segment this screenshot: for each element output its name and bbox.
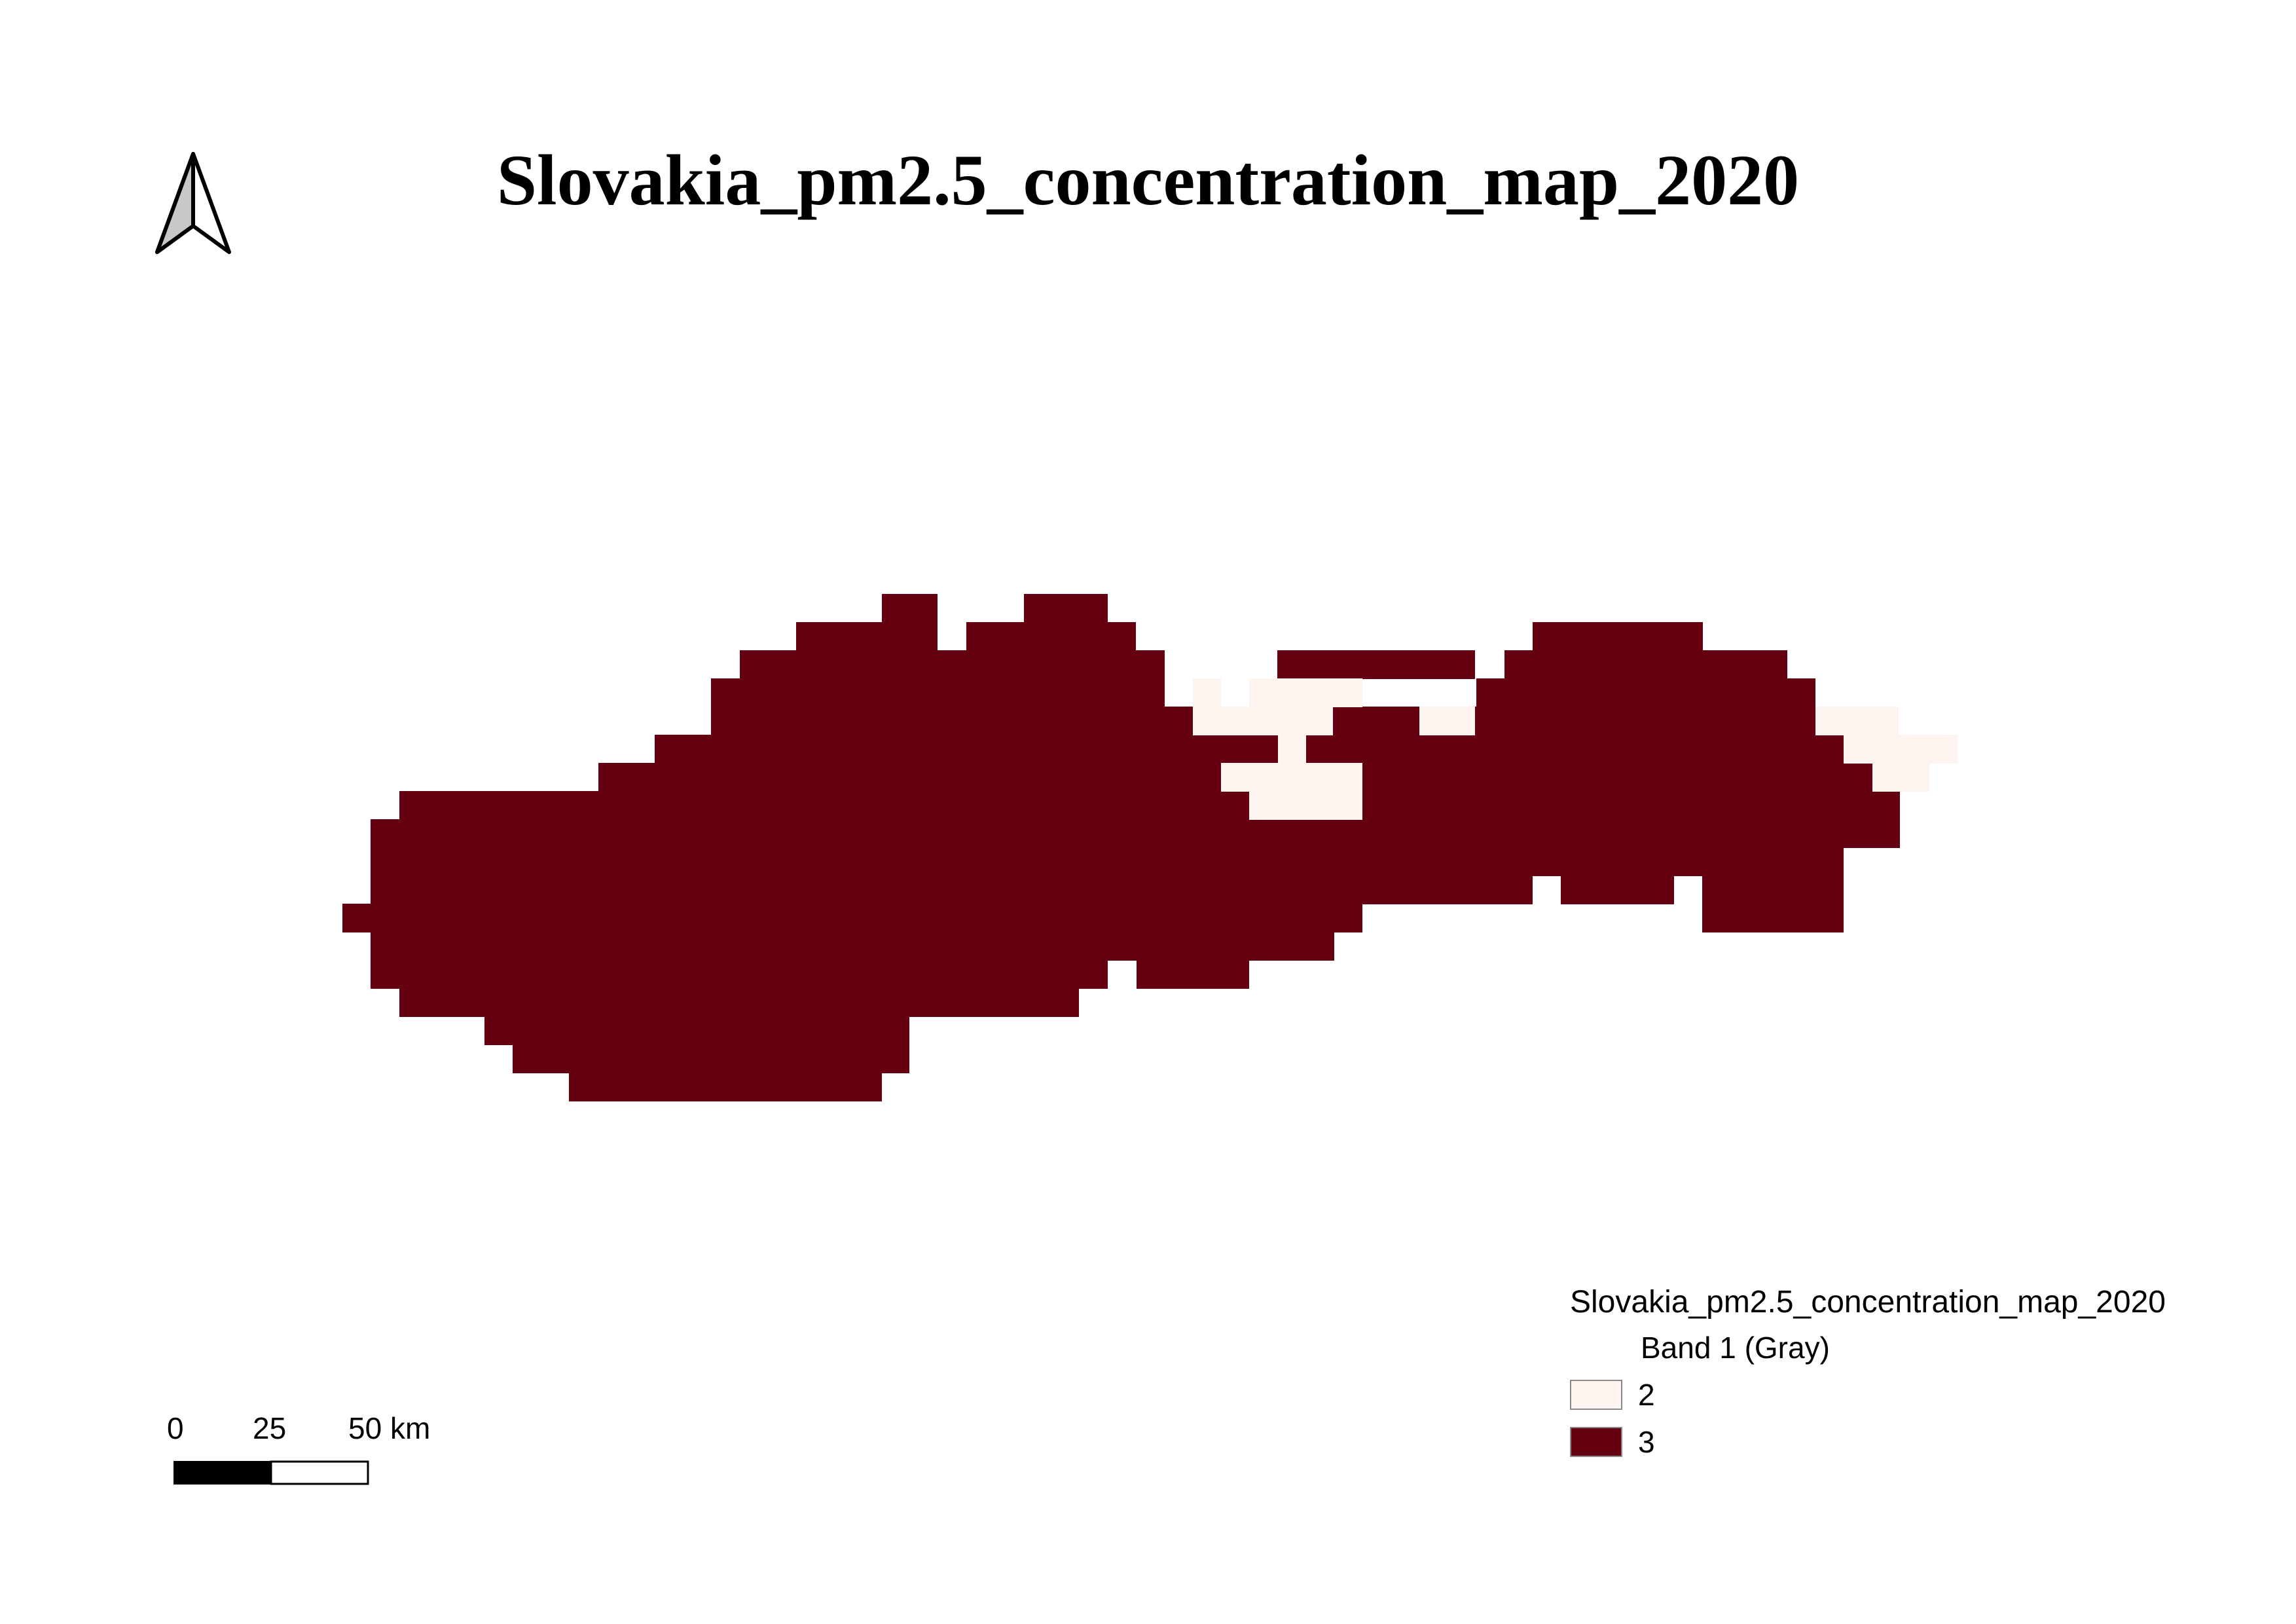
raster-cell-class-3	[399, 988, 1079, 1017]
scale-label-50km: 50 km	[348, 1411, 431, 1445]
raster-cell-class-3	[740, 650, 1165, 679]
class-3-cells	[342, 594, 1900, 1101]
legend-band-label: Band 1 (Gray)	[1641, 1331, 1830, 1365]
raster-cell-class-3	[1306, 735, 1844, 764]
raster-cell-class-3	[371, 932, 1334, 961]
legend-label-2: 2	[1638, 1378, 1655, 1412]
legend-label-3: 3	[1638, 1425, 1655, 1459]
raster-cell-class-3	[1362, 763, 1872, 792]
raster-cell-class-3	[1137, 960, 1249, 989]
raster-cell-class-3	[655, 735, 1278, 764]
raster-cell-class-3	[484, 1016, 909, 1045]
raster-cell-class-2	[1844, 735, 1958, 764]
legend-layer-title: Slovakia_pm2.5_concentration_map_2020	[1570, 1285, 2166, 1320]
raster-cell-class-3	[711, 707, 1193, 735]
legend-swatch-2	[1570, 1380, 1622, 1410]
raster-cell-class-3	[882, 594, 938, 623]
raster-cell-class-3	[371, 960, 1108, 989]
raster-cell-class-2	[1278, 735, 1306, 764]
raster-cell-class-2	[1249, 678, 1362, 707]
legend-item-2: 2	[1570, 1380, 2166, 1410]
raster-cell-class-2	[1193, 678, 1221, 707]
raster-cell-class-2	[1419, 707, 1475, 735]
legend-item-3: 3	[1570, 1427, 2166, 1457]
raster-cell-class-3	[399, 791, 1900, 820]
raster-cell-class-3	[1024, 594, 1108, 623]
raster-cell-class-3	[371, 876, 1533, 904]
raster-cell-class-3	[1561, 876, 1674, 904]
map-title: Slovakia_pm2.5_concentration_map_2020	[496, 140, 1800, 220]
raster-cell-class-3	[569, 1073, 882, 1101]
raster-cell-class-3	[342, 904, 1362, 932]
raster-cell-class-3	[711, 678, 1165, 707]
raster-cell-class-2	[1872, 763, 1929, 792]
north-arrow-icon	[155, 152, 231, 254]
raster-cell-class-3	[371, 847, 1844, 876]
legend: Slovakia_pm2.5_concentration_map_2020 Ba…	[1570, 1287, 2166, 1457]
raster-cell-class-2	[1193, 707, 1333, 735]
scale-label-25: 25	[253, 1411, 287, 1445]
raster-cell-class-3	[1702, 876, 1844, 904]
raster-cell-class-3	[371, 819, 1900, 848]
raster-cell-class-3	[1702, 904, 1844, 932]
raster-cell-class-3	[796, 622, 938, 651]
legend-swatch-3	[1570, 1427, 1622, 1457]
raster-cell-class-3	[1476, 678, 1815, 707]
raster-cell-class-3	[513, 1044, 909, 1073]
raster-cell-class-3	[598, 763, 1223, 792]
raster-cell-class-3	[1333, 707, 1419, 735]
raster-cell-class-2	[1249, 791, 1362, 820]
class-2-cells	[1193, 678, 1958, 820]
raster-cell-class-3	[1533, 622, 1703, 651]
raster-cell-class-2	[1815, 707, 1899, 735]
scale-label-0: 0	[167, 1411, 184, 1445]
raster-cell-class-3	[1277, 650, 1475, 679]
raster-cell-class-3	[1475, 707, 1815, 735]
raster-cell-class-2	[1221, 763, 1362, 792]
raster-cell-class-3	[1504, 650, 1787, 679]
raster-cell-class-3	[966, 622, 1136, 651]
